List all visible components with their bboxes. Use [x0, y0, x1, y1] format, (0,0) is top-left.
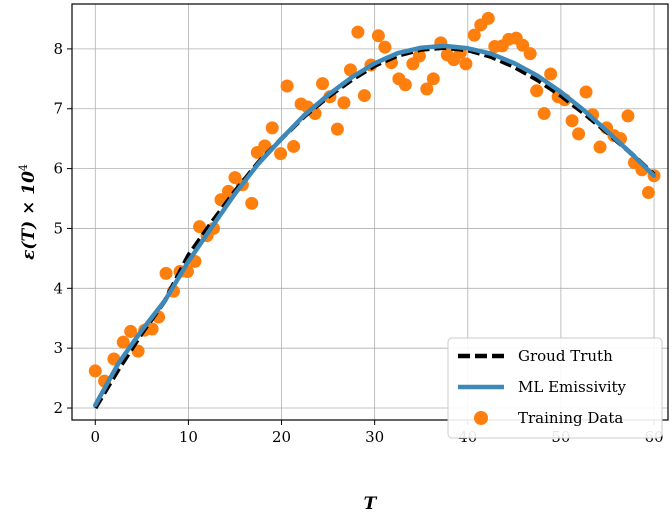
series-layer — [88, 11, 661, 410]
training-data-point — [330, 122, 344, 136]
training-data-point — [145, 322, 159, 336]
training-data-point — [337, 96, 351, 110]
legend-ml-label: ML Emissivity — [518, 378, 627, 396]
x-tick-label: 0 — [91, 428, 101, 446]
training-data-point — [412, 49, 426, 63]
training-data-point — [357, 89, 371, 103]
x-tick-label: 20 — [272, 428, 291, 446]
training-data-point — [343, 63, 357, 77]
y-tick-label: 8 — [53, 40, 63, 58]
training-data-point — [481, 11, 495, 25]
legend-training-label: Training Data — [518, 409, 623, 427]
plot-frame — [71, 3, 669, 421]
training-data-point — [265, 121, 279, 135]
training-data-point — [420, 82, 434, 96]
y-axis-label: ε(T) × 104 — [17, 164, 39, 260]
training-data-point — [274, 147, 288, 161]
y-tick-label: 3 — [53, 339, 63, 357]
training-data-point — [467, 28, 481, 42]
training-data-point — [523, 47, 537, 61]
legend-training-swatch — [474, 411, 488, 425]
training-data-point — [378, 40, 392, 54]
y-tick-label: 5 — [53, 219, 63, 237]
y-tick-label: 6 — [53, 160, 63, 178]
legend-ground-truth-label: Groud Truth — [518, 347, 613, 365]
training-data-point — [159, 266, 173, 280]
y-tick-label: 7 — [53, 100, 63, 118]
y-tick-label: 2 — [53, 399, 63, 417]
y-axis-label-exponent: 4 — [17, 164, 30, 171]
training-data-point — [572, 127, 586, 141]
training-data-point — [280, 79, 294, 93]
training-data-point — [398, 78, 412, 92]
training-data-point — [544, 67, 558, 81]
legend-box — [447, 337, 663, 439]
training-data-point — [371, 29, 385, 43]
y-axis-label-main: ε(T) × 10 — [19, 171, 39, 260]
y-tick-label: 4 — [53, 279, 63, 297]
training-data-point — [426, 72, 440, 86]
x-axis-label: T — [364, 494, 378, 514]
training-data-point — [316, 77, 330, 91]
training-data-point — [516, 38, 530, 52]
training-data-point — [565, 114, 579, 128]
training-data-point — [287, 139, 301, 153]
training-data-point — [641, 186, 655, 200]
grid — [72, 4, 668, 420]
training-data-point — [351, 25, 365, 39]
training-data-point — [245, 196, 259, 210]
legend: Groud Truth ML Emissivity Training Data — [447, 337, 663, 439]
training-data-point — [593, 140, 607, 154]
training-data-point — [193, 220, 207, 234]
training-data-point — [88, 364, 102, 378]
training-data-point — [621, 109, 635, 123]
training-data-point — [579, 85, 593, 99]
training-data-point — [116, 335, 130, 349]
training-data-point — [124, 324, 138, 338]
training-data-point — [258, 139, 272, 153]
training-data-point — [537, 107, 551, 121]
x-tick-label: 30 — [365, 428, 384, 446]
training-data-point — [530, 84, 544, 98]
training-data-point — [459, 57, 473, 71]
ml-emissivity-line — [93, 43, 657, 408]
x-tick-label: 10 — [179, 428, 198, 446]
